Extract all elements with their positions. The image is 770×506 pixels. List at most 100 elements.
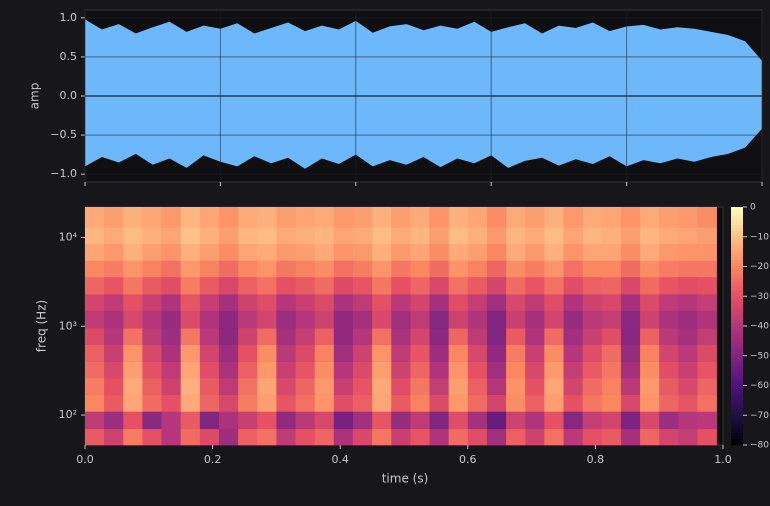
spectrogram-cell (410, 260, 430, 278)
spectrogram-cell (372, 344, 392, 362)
spectrogram-cell (276, 428, 296, 446)
spectrogram-cell (161, 344, 181, 362)
spectrogram-cell (314, 260, 335, 278)
spectrogram-cell (276, 394, 296, 412)
spectrogram-cell (199, 294, 220, 311)
x-tick-label: 0.6 (459, 453, 477, 466)
spectrogram-cell (486, 394, 507, 412)
spectrogram-cell (161, 361, 181, 379)
spectrogram-cell (161, 276, 181, 295)
spectrogram-cell (142, 276, 162, 295)
spectrogram-cell (448, 328, 469, 346)
spectrogram-cell (238, 294, 258, 311)
spectrogram-cell (295, 207, 315, 228)
spectrogram-cell (257, 378, 277, 395)
spectrogram-cell (620, 394, 641, 412)
spectrogram-cell (429, 428, 449, 446)
spectrogram-cell (506, 411, 526, 430)
colorbar-step (731, 436, 743, 440)
colorbar-step (731, 361, 743, 366)
spectrogram-cell (486, 260, 507, 278)
spectrogram-cell (199, 310, 220, 329)
spectrogram-cell (180, 378, 201, 395)
colorbar-step (731, 406, 743, 410)
spectrogram-cell (199, 207, 220, 228)
spectrogram-cell (257, 227, 277, 245)
colorbar-step (731, 439, 743, 443)
y-tick-label: 10⁴ (59, 230, 78, 243)
spectrogram-cell (429, 243, 449, 261)
spectrogram-cell (104, 344, 124, 362)
spectrogram-cell (429, 310, 449, 329)
spectrogram-cell (199, 378, 220, 395)
spectrogram-cell (410, 411, 430, 430)
spectrogram-cell (104, 428, 124, 446)
spectrogram-cell (525, 207, 545, 228)
spectrogram-cell (161, 411, 181, 430)
spectrogram-cell (352, 378, 373, 395)
spectrogram-cell (620, 344, 641, 362)
spectrogram-cell (678, 328, 698, 346)
x-tick-label: 0.4 (331, 453, 349, 466)
spectrogram-cell (506, 394, 526, 412)
colorbar-step (731, 209, 743, 214)
spectrogram-cell (601, 378, 622, 395)
spectrogram-cell (276, 243, 296, 261)
spectrogram-cell (582, 227, 603, 245)
colorbar-tick-label: 0 (750, 203, 756, 213)
x-tick-label: 1.0 (714, 453, 732, 466)
spectrogram-cell (563, 276, 583, 295)
spectrogram-cell (410, 328, 430, 346)
spectrogram-cell (467, 378, 488, 395)
spectrogram-cell (104, 207, 124, 228)
spectrogram-cell (333, 310, 354, 329)
spectrogram-cell (238, 428, 258, 446)
spectrogram-cell (142, 361, 162, 379)
spectrogram-cell (142, 294, 162, 311)
x-tick-label: 0.0 (76, 453, 94, 466)
spectrogram-cell (410, 243, 430, 261)
spectrogram-cell (295, 428, 315, 446)
spectrogram-cell (697, 361, 717, 379)
spectrogram-cell (620, 361, 641, 379)
colorbar-step (731, 263, 743, 267)
spectrogram-cell (314, 276, 335, 295)
spectrogram-cell (295, 227, 315, 245)
spectrogram-cell (161, 328, 181, 346)
spectrogram-cell (410, 394, 430, 412)
spectrogram-cell (582, 394, 603, 412)
colorbar-step (731, 385, 743, 389)
spectrogram-cell (391, 361, 411, 379)
spectrogram-cell (601, 260, 622, 278)
spectrogram-cell (352, 243, 373, 261)
colorbar-step (731, 400, 743, 404)
spectrogram-cell (352, 294, 373, 311)
spectrogram-cell (582, 276, 603, 295)
spectrogram-cell (640, 394, 660, 412)
spectrogram-cell (582, 378, 603, 395)
spectrogram-cell (295, 260, 315, 278)
y-tick-label: 10³ (59, 319, 77, 332)
spectrogram-cell (525, 294, 545, 311)
spectrogram-cell (372, 227, 392, 245)
spectrogram-cell (257, 294, 277, 311)
spectrogram-cell (486, 276, 507, 295)
spectrogram-cell (199, 344, 220, 362)
colorbar-tick-label: −50 (750, 351, 769, 361)
spectrogram-cell (391, 294, 411, 311)
y-axis-label: amp (28, 83, 42, 110)
spectrogram-cell (544, 276, 564, 295)
spectrogram-cell (104, 294, 124, 311)
spectrogram-cell (601, 361, 622, 379)
spectrogram-cell (180, 207, 201, 228)
spectrogram-cell (238, 276, 258, 295)
spectrogram-cell (659, 378, 679, 395)
spectrogram-cell (563, 310, 583, 329)
spectrogram-cell (238, 207, 258, 228)
spectrogram-cell (410, 310, 430, 329)
spectrogram-cell (238, 227, 258, 245)
spectrogram-cell (123, 394, 143, 412)
spectrogram-cell (582, 260, 603, 278)
spectrogram-cell (85, 411, 105, 430)
spectrogram-cell (506, 378, 526, 395)
